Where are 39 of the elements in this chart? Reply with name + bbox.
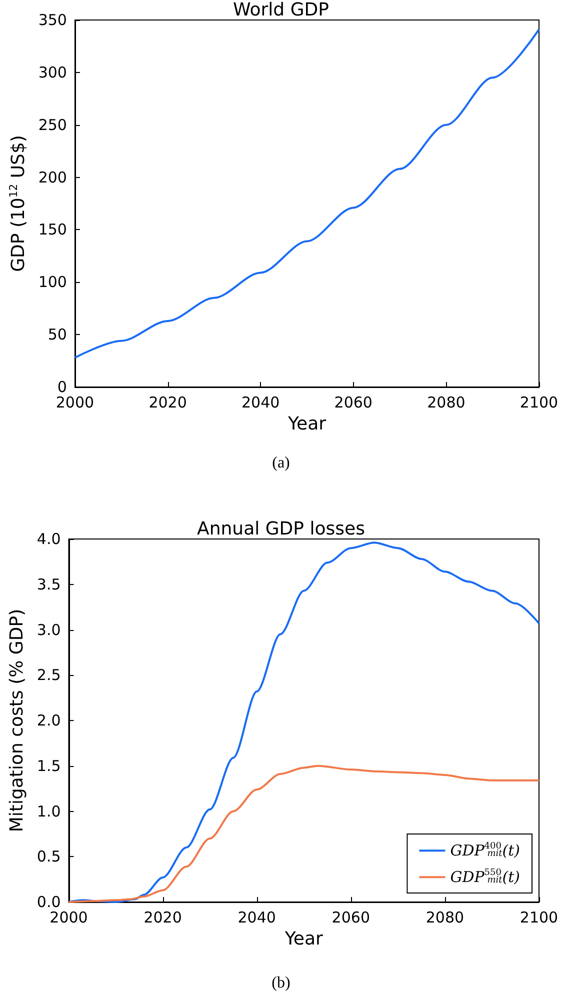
x-tick-label: 2040 xyxy=(238,908,276,926)
x-tick-label: 2080 xyxy=(427,394,466,412)
y-tick-label: 300 xyxy=(38,63,67,82)
x-axis-title: Year xyxy=(284,928,324,950)
y-tick-label: 250 xyxy=(38,116,67,134)
x-tick-label: 2060 xyxy=(334,394,372,412)
y-tick-label: 0.0 xyxy=(36,893,61,911)
x-axis-title: Year xyxy=(286,413,327,434)
chart-title: World GDP xyxy=(233,0,330,20)
y-tick-label: 150 xyxy=(38,220,67,239)
line-series xyxy=(74,28,540,359)
x-tick-label: 2000 xyxy=(50,908,88,926)
y-tick-label: 2.5 xyxy=(36,666,61,684)
y-tick-label: 1.5 xyxy=(36,756,61,775)
y-tick-label: 200 xyxy=(38,168,67,186)
x-tick-label: 2100 xyxy=(520,908,558,926)
y-tick-label: 50 xyxy=(48,326,67,344)
x-tick-label: 2040 xyxy=(241,394,280,412)
y-tick-label: 3.5 xyxy=(36,575,61,594)
y-tick-label: 100 xyxy=(38,273,67,292)
x-tick-label: 2020 xyxy=(144,908,182,926)
y-tick-label: 0 xyxy=(57,378,67,396)
x-tick-label: 2000 xyxy=(56,394,94,412)
x-tick-label: 2020 xyxy=(148,394,187,412)
y-tick-label: 2.0 xyxy=(36,712,61,730)
x-tick-label: 2060 xyxy=(332,908,370,926)
y-tick-label: 4.0 xyxy=(36,530,61,548)
y-tick-label: 0.5 xyxy=(36,848,61,866)
text: (a) xyxy=(272,454,290,472)
y-tick-label: 1.0 xyxy=(36,802,61,820)
line-series xyxy=(68,542,540,903)
x-tick-label: 2100 xyxy=(520,394,558,412)
y-tick-label: 3.0 xyxy=(36,620,61,639)
text: (b) xyxy=(272,974,290,992)
y-axis-title: GDP (1012 US$) xyxy=(7,135,29,272)
y-tick-label: 350 xyxy=(38,11,67,29)
y-axis-title: Mitigation costs (% GDP) xyxy=(6,608,28,832)
x-tick-label: 2080 xyxy=(426,908,464,926)
chart-title: Annual GDP losses xyxy=(197,518,365,540)
